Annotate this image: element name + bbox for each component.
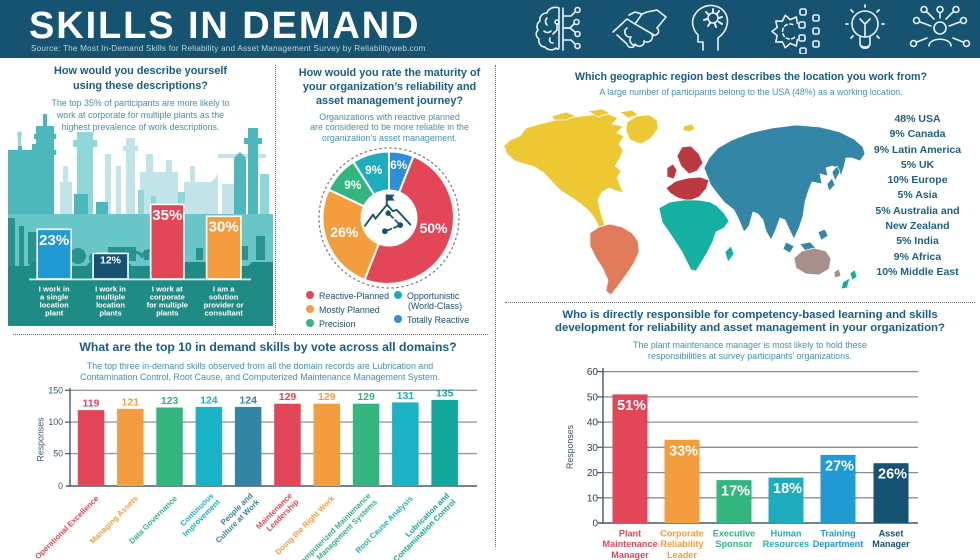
svg-text:30%: 30% [209, 218, 239, 235]
svg-text:23%: 23% [39, 232, 69, 249]
svg-text:Operational Excellence: Operational Excellence [33, 494, 101, 560]
svg-text:119: 119 [83, 398, 100, 410]
svg-text:124: 124 [200, 394, 218, 406]
svg-text:51%: 51% [617, 398, 646, 414]
svg-text:131: 131 [397, 390, 415, 402]
svg-text:50%: 50% [420, 220, 449, 236]
svg-text:50: 50 [587, 392, 599, 403]
svg-text:ContinuousImprovement: ContinuousImprovement [174, 491, 222, 539]
svg-text:10: 10 [587, 493, 599, 504]
svg-text:129: 129 [318, 391, 336, 403]
svg-text:12%: 12% [100, 255, 122, 267]
svg-text:Responses: Responses [565, 424, 575, 469]
svg-text:123: 123 [161, 395, 179, 407]
svg-text:124: 124 [239, 394, 257, 406]
svg-text:27%: 27% [825, 458, 854, 474]
svg-text:26%: 26% [878, 467, 907, 483]
svg-text:17%: 17% [721, 484, 750, 500]
svg-text:20: 20 [587, 468, 599, 479]
svg-text:9%: 9% [365, 163, 383, 177]
svg-text:135: 135 [436, 387, 454, 399]
svg-text:150: 150 [48, 385, 63, 395]
svg-text:60: 60 [587, 367, 599, 378]
svg-text:40: 40 [587, 418, 599, 429]
svg-text:33%: 33% [669, 443, 698, 459]
svg-text:6%: 6% [390, 158, 408, 172]
svg-text:Responses: Responses [36, 417, 46, 462]
svg-text:100: 100 [48, 417, 63, 427]
svg-text:50: 50 [53, 449, 63, 459]
svg-text:18%: 18% [773, 481, 802, 497]
svg-text:Lubrication andContamination C: Lubrication andContamination Control [385, 491, 458, 560]
svg-text:129: 129 [279, 391, 297, 403]
svg-text:35%: 35% [152, 207, 182, 224]
svg-text:0: 0 [592, 519, 598, 530]
svg-text:129: 129 [357, 391, 375, 403]
svg-text:0: 0 [58, 481, 63, 491]
svg-text:26%: 26% [330, 224, 359, 240]
svg-text:9%: 9% [344, 178, 362, 192]
svg-text:121: 121 [122, 396, 140, 408]
svg-text:30: 30 [587, 443, 599, 454]
